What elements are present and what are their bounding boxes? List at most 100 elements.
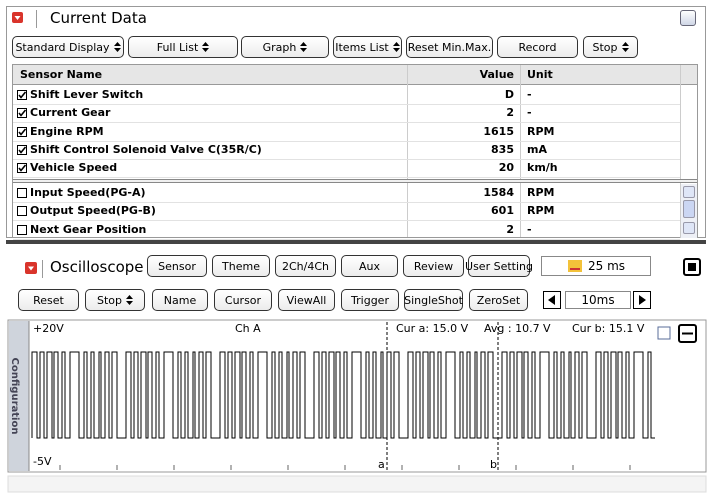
button-label: Review [413, 259, 454, 273]
scope-button[interactable]: Theme [212, 255, 270, 277]
button-label: ViewAll [286, 293, 327, 307]
button-label: Trigger [351, 293, 389, 307]
row-line [13, 220, 680, 222]
column-header[interactable]: Unit [527, 68, 553, 81]
sensor-name: Shift Lever Switch [30, 88, 144, 101]
dropdown-arrow [300, 42, 308, 52]
sensor-unit: - [527, 222, 532, 236]
toolbar-button[interactable]: Full List [128, 36, 238, 58]
panel-icon[interactable] [12, 12, 23, 23]
cursor-b-marker: b [490, 458, 497, 471]
button-label: Reset [33, 293, 64, 307]
toolbar-button[interactable]: Record [497, 36, 578, 58]
scope-button[interactable]: Reset [18, 289, 79, 311]
button-label: Name [163, 293, 197, 307]
row-checkbox[interactable] [17, 108, 27, 119]
scope-button[interactable]: Review [403, 255, 464, 277]
column-divider [407, 65, 408, 237]
scroll-thumb[interactable] [683, 200, 695, 218]
row-line [13, 202, 680, 203]
toolbar-button[interactable]: Reset Min.Max. [406, 36, 493, 58]
scope-button[interactable]: Name [152, 289, 208, 311]
window-button[interactable] [680, 10, 696, 26]
stop-button[interactable] [683, 258, 701, 276]
time-div-field[interactable]: 10ms [565, 291, 631, 309]
toolbar-button[interactable]: Stop [583, 36, 638, 58]
scroll-down[interactable] [683, 222, 695, 234]
scope-button[interactable]: ViewAll [278, 289, 335, 311]
row-checkbox[interactable] [17, 206, 27, 217]
scope-button[interactable]: Sensor [147, 255, 207, 277]
column-divider [520, 65, 521, 237]
sensor-unit: RPM [527, 124, 555, 138]
cursor-b-value: Cur b: 15.1 V [572, 322, 645, 335]
scope-button[interactable]: Aux [341, 255, 398, 277]
button-label: Standard Display [15, 40, 110, 54]
sensor-value: 20 [498, 161, 514, 175]
time-prev[interactable] [543, 291, 561, 309]
row-checkbox[interactable] [17, 224, 27, 235]
separator [36, 10, 37, 28]
button-label: Full List [156, 40, 199, 54]
scope-button[interactable]: Stop [85, 289, 145, 311]
waveform [31, 351, 655, 470]
button-label: Stop [592, 40, 618, 54]
button-label: Record [518, 40, 557, 54]
row-checkbox[interactable] [17, 90, 27, 100]
sample-time-field[interactable]: 25 ms [541, 256, 651, 276]
scope-icon[interactable] [25, 262, 37, 274]
dropdown-arrow [392, 42, 400, 52]
button-label: User Setting [465, 259, 533, 273]
scope-button[interactable]: 2Ch/4Ch [275, 255, 336, 277]
sensor-name: Shift Control Solenoid Valve C(35R/C) [30, 142, 262, 156]
button-label: Stop [96, 293, 122, 307]
scrollbar[interactable] [680, 184, 697, 238]
sensor-value: 2 [506, 106, 514, 120]
splitter[interactable] [6, 240, 706, 244]
row-checkbox[interactable] [17, 126, 27, 137]
scope-view: Configuration +20V Ch A Cur a: 15.0 V Av… [7, 319, 707, 493]
scope-button[interactable]: ZeroSet [469, 289, 528, 311]
sensor-name: Output Speed(PG-B) [30, 204, 156, 218]
channel-checkbox[interactable] [657, 326, 671, 340]
button-label: SingleShot [404, 293, 463, 307]
scope-button[interactable]: User Setting [465, 255, 533, 277]
button-label: Items List [335, 40, 389, 54]
sensor-table [12, 64, 698, 238]
sensor-unit: km/h [527, 161, 558, 175]
scope-button[interactable]: Trigger [341, 289, 399, 311]
button-label: Cursor [224, 293, 262, 307]
time-next[interactable] [633, 291, 651, 309]
row-line [13, 177, 680, 179]
dropdown-arrow [113, 42, 121, 52]
row-line [13, 104, 680, 105]
sensor-unit: RPM [527, 204, 555, 218]
h-scrollbar[interactable] [7, 475, 707, 493]
table-header [13, 65, 697, 85]
scope-button[interactable]: SingleShot [404, 289, 463, 311]
scale-top: +20V [33, 322, 64, 335]
button-label: 2Ch/4Ch [281, 259, 329, 273]
sensor-unit: RPM [527, 186, 555, 199]
button-label: Aux [358, 259, 380, 273]
column-header[interactable]: Sensor Name [20, 68, 103, 81]
scope-button[interactable]: Cursor [214, 289, 272, 311]
sensor-name: Next Gear Position [30, 222, 147, 236]
sensor-value: 2 [506, 222, 514, 236]
column-header[interactable]: Value [479, 68, 514, 81]
pinned-separator [13, 179, 697, 183]
config-tab[interactable] [9, 321, 29, 471]
sensor-unit: - [527, 106, 532, 120]
toolbar-button[interactable]: Standard Display [12, 36, 124, 58]
row-checkbox[interactable] [17, 144, 27, 155]
toolbar-button[interactable]: Graph [241, 36, 329, 58]
cursor-a-value: Cur a: 15.0 V [396, 322, 469, 335]
row-checkbox[interactable] [17, 163, 27, 174]
toolbar-button[interactable]: Items List [333, 36, 402, 58]
scroll-up[interactable] [683, 186, 695, 198]
row-line [13, 122, 680, 124]
button-label: Graph [262, 40, 297, 54]
sensor-value: 835 [491, 142, 514, 156]
row-line [13, 238, 680, 240]
row-checkbox[interactable] [17, 188, 27, 198]
